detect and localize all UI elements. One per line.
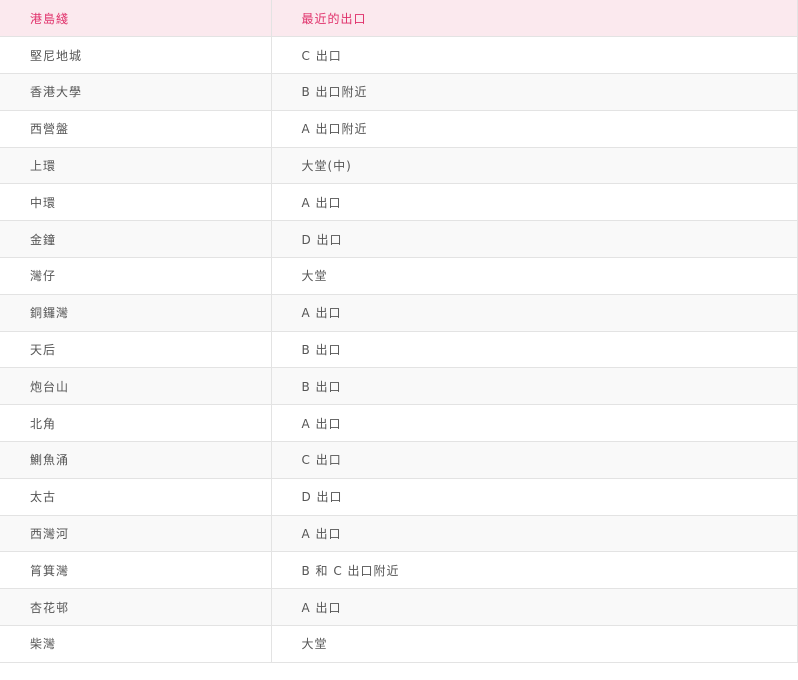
station-cell: 北角 <box>0 404 272 443</box>
exit-cell: B 出口 <box>271 331 798 369</box>
exit-cell: A 出口附近 <box>271 110 798 148</box>
station-cell: 鰂魚涌 <box>0 441 272 479</box>
table-row: 西灣河 A 出口 <box>0 515 798 553</box>
exit-cell: C 出口 <box>271 36 798 75</box>
header-line: 港島綫 <box>0 0 272 38</box>
station-cell: 杏花邨 <box>0 588 272 627</box>
station-cell: 西灣河 <box>0 515 272 553</box>
table-row: 堅尼地城 C 出口 <box>0 36 798 75</box>
station-cell: 銅鑼灣 <box>0 294 272 332</box>
station-cell: 金鐘 <box>0 220 272 259</box>
table-row: 西營盤 A 出口附近 <box>0 110 798 148</box>
table-row: 天后 B 出口 <box>0 331 798 369</box>
station-cell: 筲箕灣 <box>0 551 272 590</box>
station-cell: 上環 <box>0 147 272 185</box>
exit-cell: A 出口 <box>271 588 798 627</box>
exit-cell: C 出口 <box>271 441 798 479</box>
table-row: 金鐘 D 出口 <box>0 220 798 259</box>
table-row: 中環 A 出口 <box>0 183 798 222</box>
exit-cell: B 出口附近 <box>271 73 798 111</box>
exit-cell: D 出口 <box>271 478 798 516</box>
station-cell: 柴灣 <box>0 625 272 663</box>
station-exit-table: 港島綫 最近的出口 堅尼地城 C 出口 香港大學 B 出口附近 西營盤 A 出口附近 上環大… <box>0 0 798 663</box>
exit-cell: A 出口 <box>271 294 798 332</box>
table-row: 筲箕灣 B 和 C 出口附近 <box>0 551 798 590</box>
table-row: 杏花邨 A 出口 <box>0 588 798 627</box>
exit-cell: A 出口 <box>271 515 798 553</box>
exit-cell: 大堂(中) <box>271 147 798 185</box>
station-cell: 堅尼地城 <box>0 36 272 75</box>
station-cell: 西營盤 <box>0 110 272 148</box>
station-cell: 太古 <box>0 478 272 516</box>
exit-cell: A 出口 <box>271 183 798 222</box>
table-row: 灣仔 大堂 <box>0 257 798 295</box>
table-row: 炮台山 B 出口 <box>0 367 798 406</box>
station-cell: 天后 <box>0 331 272 369</box>
table-row: 北角 A 出口 <box>0 404 798 443</box>
exit-cell: D 出口 <box>271 220 798 259</box>
table-row: 銅鑼灣 A 出口 <box>0 294 798 332</box>
exit-cell: 大堂 <box>271 625 798 663</box>
table-row: 上環 大堂(中) <box>0 147 798 185</box>
station-cell: 香港大學 <box>0 73 272 111</box>
table-row: 太古 D 出口 <box>0 478 798 516</box>
exit-cell: B 出口 <box>271 367 798 406</box>
exit-cell: B 和 C 出口附近 <box>271 551 798 590</box>
station-cell: 灣仔 <box>0 257 272 295</box>
table-row: 柴灣 大堂 <box>0 625 798 663</box>
table-row: 香港大學 B 出口附近 <box>0 73 798 111</box>
table-row: 鰂魚涌 C 出口 <box>0 441 798 479</box>
station-cell: 炮台山 <box>0 367 272 406</box>
table-header-row: 港島綫 最近的出口 <box>0 0 798 38</box>
exit-cell: 大堂 <box>271 257 798 295</box>
station-cell: 中環 <box>0 183 272 222</box>
header-nearest-exit: 最近的出口 <box>271 0 798 38</box>
exit-cell: A 出口 <box>271 404 798 443</box>
